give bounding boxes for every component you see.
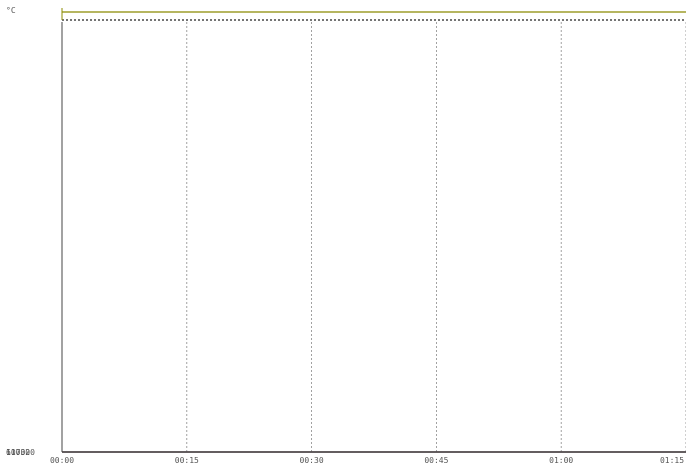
y-unit-label: °C [6, 6, 16, 15]
y-tick-label: 1.00 [6, 448, 25, 457]
y-tick-label: 117.20 [6, 448, 35, 457]
x-tick-label: 01:15 [660, 456, 684, 465]
reference-lines [61, 8, 686, 21]
x-tick-label: 00:15 [175, 456, 199, 465]
axes [61, 22, 686, 453]
x-tick-label: 00:30 [300, 456, 324, 465]
y-tick-label: 60.30 [6, 448, 30, 457]
x-tick-label: 00:00 [50, 456, 74, 465]
x-tick-label: 01:00 [549, 456, 573, 465]
x-tick-label: 00:45 [424, 456, 448, 465]
